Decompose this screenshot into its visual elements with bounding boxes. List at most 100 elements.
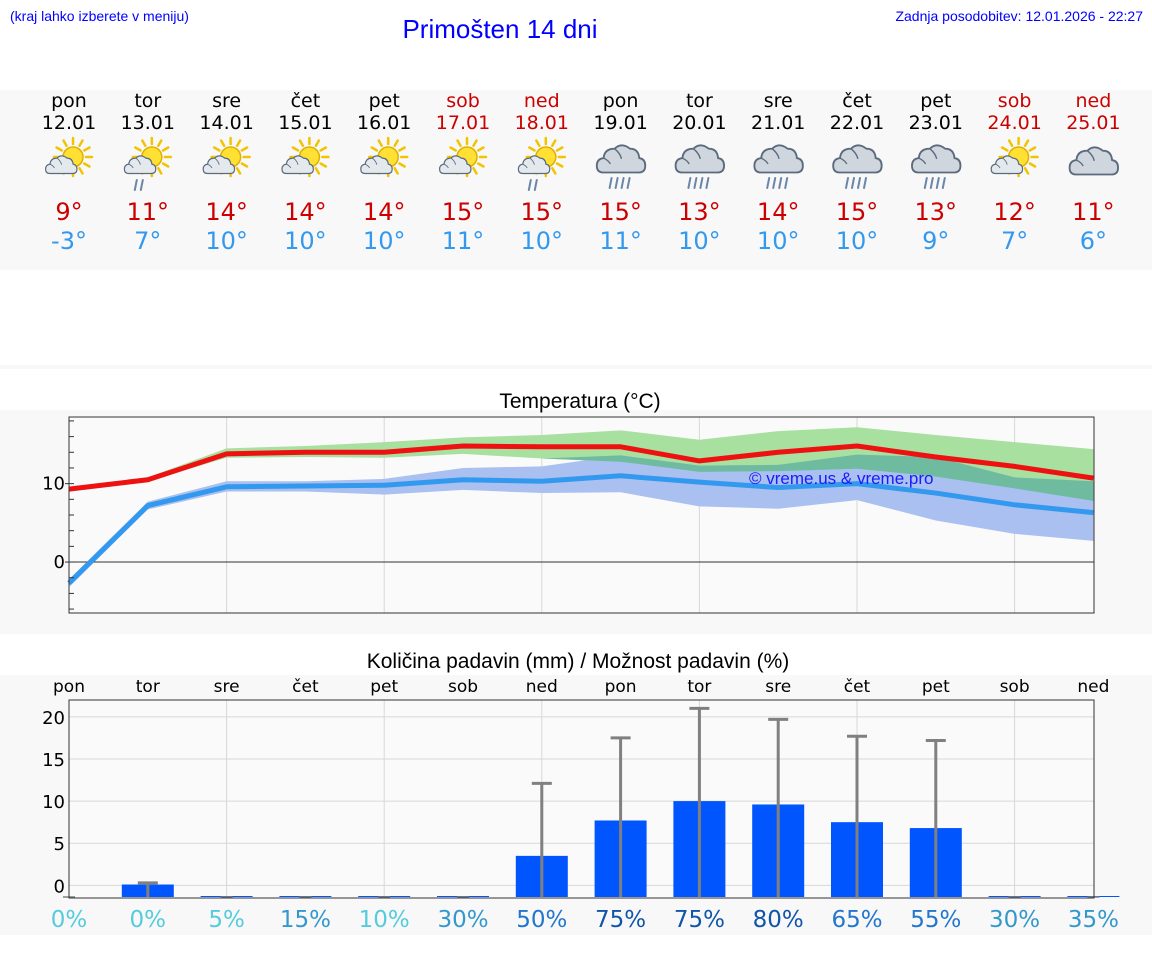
temp-max: 11° (127, 198, 170, 226)
temp-max: 9° (55, 198, 82, 226)
cloud-contour (364, 157, 378, 169)
cloud-rain-icon (911, 144, 962, 189)
cloud-icon (832, 144, 883, 174)
precip-probability: 0% (130, 907, 167, 933)
rain-drop (766, 177, 771, 189)
cloud-icon (1068, 146, 1119, 176)
location-hint[interactable]: (kraj lahko izberete v meniju) (10, 8, 189, 24)
rain-icon (766, 177, 789, 189)
precip-probability: 75% (674, 907, 725, 933)
rain-icon (527, 179, 538, 191)
rain-drop (620, 177, 625, 189)
cloud-icon (44, 155, 78, 175)
sun-ray (62, 139, 68, 147)
rain-icon (687, 177, 710, 189)
sun-ray (157, 139, 163, 147)
rain-drop (626, 177, 631, 189)
day-name: čet (842, 90, 872, 112)
x-day-label: sob (1000, 677, 1030, 697)
x-day-label: sob (448, 677, 478, 697)
sun-ray (398, 162, 406, 168)
cloud-icon (438, 155, 472, 175)
sun-ray (1000, 146, 1009, 152)
day-name: sre (764, 90, 793, 112)
temp-max: 14° (757, 198, 800, 226)
temp-min: 6° (1080, 227, 1107, 255)
day-date: 20.01 (672, 112, 726, 134)
temp-max: 15° (599, 198, 642, 226)
max-temp-line (68, 443, 1094, 492)
day-date: 22.01 (830, 112, 884, 134)
y-tick-label: 15 (42, 750, 65, 771)
precip-probability: 10% (359, 907, 410, 933)
precipitation-chart: pon tor sre čet pet sob ned pon tor sre čet pet sob n… (42, 677, 1120, 933)
sun-ray (78, 167, 84, 175)
sun-ray (141, 139, 147, 147)
sun-ray (370, 146, 379, 152)
precip-probability: 35% (1068, 907, 1119, 933)
cloud-icon (281, 155, 314, 175)
sun-ray (291, 146, 300, 152)
day-name: sre (212, 90, 241, 112)
cloud-icon (911, 144, 962, 174)
watermark: © vreme.us & vreme.pro (749, 469, 933, 488)
rain-icon (133, 179, 144, 191)
day-name: pon (51, 90, 87, 112)
y-tick-label: 5 (54, 834, 65, 855)
sun-ray (1023, 167, 1030, 175)
day-name: ned (524, 90, 560, 112)
sun-ray (83, 146, 91, 152)
cloud-contour (839, 148, 859, 165)
sun-ray (555, 146, 564, 152)
sun-ray (398, 146, 406, 152)
x-day-label: čet (844, 677, 871, 697)
temperature-chart-title: Temperatura (°C) (499, 390, 660, 413)
rain-drop (687, 177, 692, 189)
day-name: čet (291, 90, 321, 112)
day-date: 19.01 (593, 112, 647, 134)
cloud-icon (990, 155, 1024, 175)
x-day-label: čet (292, 677, 319, 697)
rain-drop (614, 177, 619, 189)
day-date: 14.01 (199, 112, 253, 134)
temp-min: 11° (599, 227, 642, 255)
day-date: 17.01 (436, 112, 490, 134)
rain-drop (533, 179, 538, 191)
day-date: 16.01 (357, 112, 411, 134)
sun-cloud-icon (990, 136, 1039, 178)
x-day-label: pet (370, 677, 398, 697)
rain-drop (133, 179, 138, 191)
cloud-contour (286, 157, 299, 169)
temp-min: 10° (205, 227, 248, 255)
rain-drop (772, 177, 777, 189)
temp-max: 12° (993, 198, 1036, 226)
temp-max: 15° (521, 198, 564, 226)
temperature-chart: 0 10 © vreme.us & vreme.pro (42, 416, 1095, 614)
sun-ray (212, 146, 221, 152)
sun-ray (377, 139, 383, 147)
day-date: 15.01 (278, 112, 332, 134)
cloud-icon (360, 155, 393, 175)
sun-ray (472, 167, 478, 175)
precip-probability: 0% (51, 907, 88, 933)
sun-ray (157, 167, 163, 175)
x-day-label: ned (526, 677, 558, 697)
precip-probability: 80% (753, 907, 804, 933)
temp-max: 14° (363, 198, 406, 226)
cloud-rain-icon (674, 144, 725, 189)
divider (0, 365, 1152, 369)
sun-ray (83, 162, 91, 168)
rain-drop (941, 177, 946, 189)
temp-min: 10° (836, 227, 879, 255)
x-day-label: pet (922, 677, 950, 697)
forecast-band (0, 90, 1152, 270)
rain-drop (863, 177, 867, 189)
sun-ray (78, 139, 84, 147)
precip-probability: 30% (437, 907, 488, 933)
min-temp-line (67, 473, 1094, 585)
day-date: 24.01 (987, 112, 1041, 134)
temp-max: 14° (205, 198, 248, 226)
